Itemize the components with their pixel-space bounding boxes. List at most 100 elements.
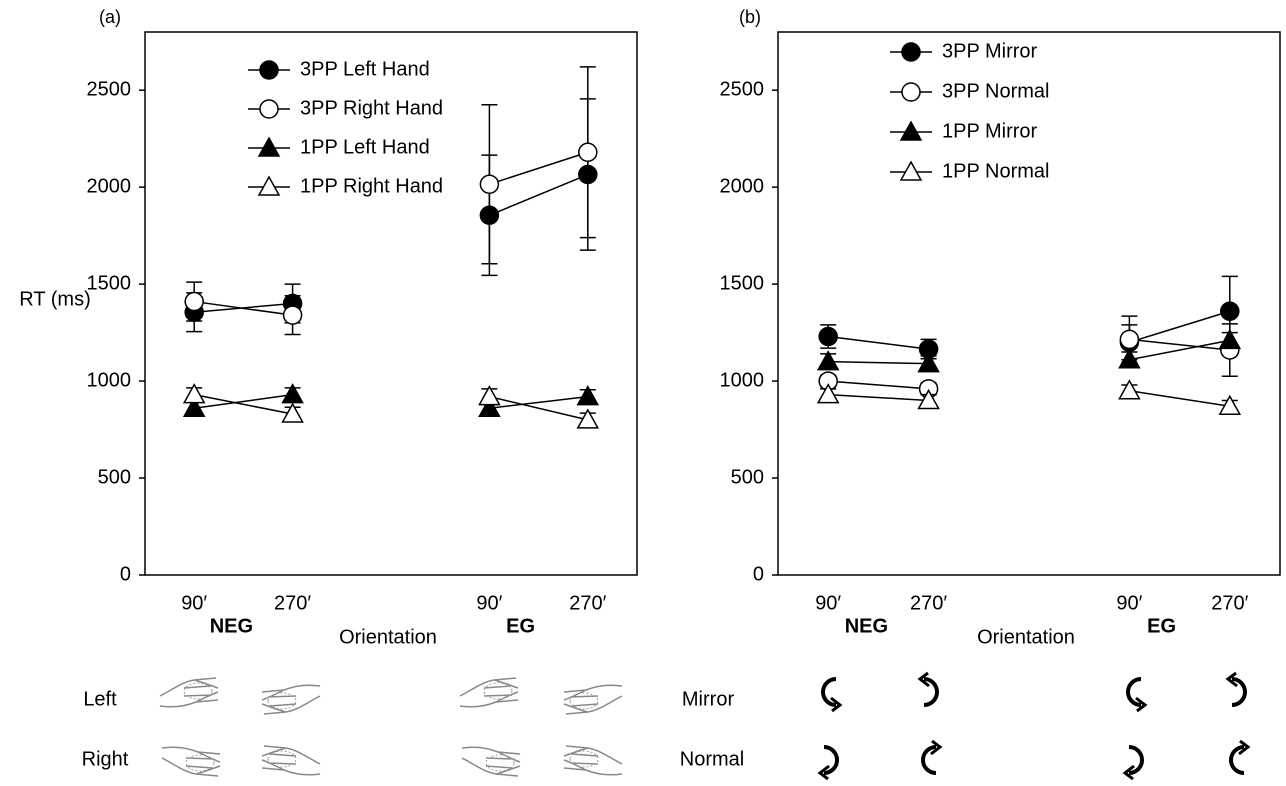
marker bbox=[1119, 329, 1140, 350]
plot-frame bbox=[144, 31, 638, 576]
marker bbox=[1118, 379, 1141, 400]
marker bbox=[182, 396, 206, 417]
y-axis-label: RT (ms) bbox=[19, 288, 90, 310]
legend-marker bbox=[257, 136, 281, 157]
plot-frame bbox=[777, 31, 1281, 576]
marker bbox=[818, 326, 838, 347]
x-tick-label: 90′ bbox=[181, 592, 207, 614]
y-tick-label: 1500 bbox=[87, 272, 132, 294]
group-label: EG bbox=[506, 615, 535, 637]
series-line bbox=[828, 310, 1231, 350]
hand-icon bbox=[261, 745, 321, 776]
x-tick-label: 90′ bbox=[1116, 592, 1142, 614]
legend-label: 1PP Mirror bbox=[942, 120, 1038, 142]
stimulus-label: Normal bbox=[680, 748, 744, 770]
series-line bbox=[828, 390, 1230, 408]
legend-marker bbox=[901, 82, 921, 102]
legend-marker bbox=[259, 60, 279, 80]
marker bbox=[282, 305, 303, 325]
legend-marker bbox=[259, 99, 279, 119]
series-line bbox=[828, 339, 1230, 365]
x-tick-label: 270′ bbox=[910, 592, 947, 614]
legend-label: 3PP Left Hand bbox=[300, 58, 430, 80]
legend-label: 3PP Right Hand bbox=[300, 97, 443, 119]
marker bbox=[479, 174, 500, 194]
panel: (a) RT (ms) 0 500 1000 1500 2000 2500 90′ 270′ 90′… bbox=[19, 7, 638, 648]
legend-label: 1PP Left Hand bbox=[300, 136, 430, 158]
x-tick-label: 270′ bbox=[569, 592, 606, 614]
y-tick-label: 500 bbox=[731, 466, 764, 488]
y-tick-label: 500 bbox=[98, 466, 131, 488]
legend-label: 3PP Normal bbox=[942, 80, 1049, 102]
letter-icon bbox=[1226, 671, 1247, 707]
legend-label: 1PP Right Hand bbox=[300, 175, 443, 197]
y-tick-label: 0 bbox=[753, 563, 764, 585]
hand-icon bbox=[261, 684, 321, 715]
legend-label: 1PP Normal bbox=[942, 160, 1049, 182]
hand-icon bbox=[159, 677, 219, 708]
group-label: NEG bbox=[210, 615, 253, 637]
x-axis-label: Orientation bbox=[339, 626, 437, 648]
marker bbox=[917, 352, 940, 373]
marker bbox=[478, 385, 501, 406]
marker bbox=[578, 142, 598, 162]
hand-icon bbox=[563, 745, 623, 776]
legend-marker bbox=[899, 120, 923, 141]
series-line bbox=[194, 393, 588, 409]
hand-icon bbox=[461, 746, 521, 777]
marker bbox=[1220, 301, 1240, 322]
x-tick-label: 270′ bbox=[1211, 592, 1248, 614]
x-tick-label: 90′ bbox=[815, 592, 841, 614]
letter-icon bbox=[921, 739, 942, 775]
series-line bbox=[194, 393, 588, 421]
marker bbox=[1118, 348, 1141, 369]
marker bbox=[816, 383, 840, 404]
stimulus-label: Left bbox=[83, 688, 117, 710]
marker bbox=[1218, 328, 1242, 350]
x-tick-label: 90′ bbox=[476, 592, 502, 614]
y-tick-label: 2500 bbox=[720, 78, 765, 100]
letter-icon bbox=[1123, 745, 1144, 781]
marker bbox=[184, 291, 204, 312]
series-line bbox=[828, 338, 1230, 390]
marker bbox=[816, 350, 840, 371]
stimulus-label: Mirror bbox=[682, 688, 735, 710]
stimulus-label: Right bbox=[82, 748, 129, 770]
panel-label: (a) bbox=[99, 7, 121, 27]
marker bbox=[576, 408, 600, 429]
legend-label: 3PP Mirror bbox=[942, 40, 1038, 62]
marker bbox=[917, 388, 940, 410]
letter-icon bbox=[1126, 677, 1147, 713]
letter-icon bbox=[918, 671, 939, 707]
legend-marker bbox=[899, 160, 923, 181]
legend-marker bbox=[257, 175, 281, 196]
y-tick-label: 1000 bbox=[87, 369, 132, 391]
x-axis-label: Orientation bbox=[977, 626, 1075, 648]
marker bbox=[1218, 394, 1242, 416]
letter-icon bbox=[1229, 739, 1250, 775]
legend-marker bbox=[901, 42, 921, 62]
x-tick-label: 270′ bbox=[274, 592, 311, 614]
y-tick-label: 1000 bbox=[720, 369, 765, 391]
panel-label: (b) bbox=[739, 7, 761, 27]
hand-icon bbox=[161, 746, 221, 777]
y-tick-label: 2000 bbox=[87, 175, 132, 197]
marker bbox=[182, 383, 206, 404]
letter-icon bbox=[821, 677, 842, 713]
marker bbox=[576, 385, 600, 406]
letter-icon bbox=[818, 745, 839, 781]
panel: (b) 0 500 1000 1500 2000 2500 90′ 270′ 90′ 270′ NEG… bbox=[720, 7, 1281, 648]
group-label: EG bbox=[1147, 615, 1176, 637]
y-tick-label: 2500 bbox=[87, 78, 132, 100]
hand-icon bbox=[563, 684, 623, 715]
y-tick-label: 0 bbox=[120, 563, 131, 585]
series-line bbox=[194, 151, 589, 316]
y-tick-label: 2000 bbox=[720, 175, 765, 197]
y-tick-label: 1500 bbox=[720, 272, 765, 294]
group-label: NEG bbox=[845, 615, 888, 637]
marker bbox=[478, 396, 501, 417]
hand-icon bbox=[459, 677, 519, 708]
marker bbox=[281, 402, 304, 423]
